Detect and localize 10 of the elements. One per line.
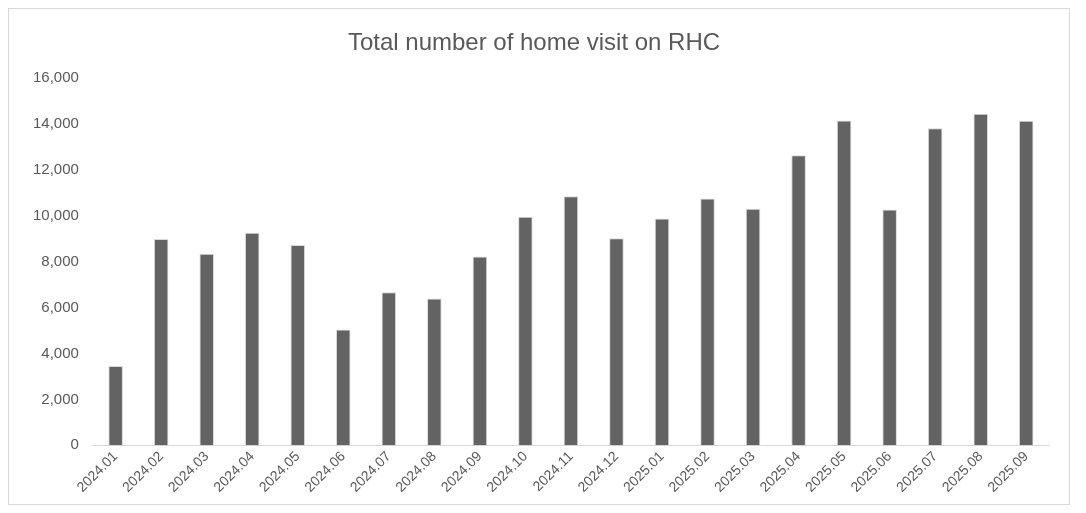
y-tick-label: 2,000	[41, 389, 79, 407]
y-tick-label: 10,000	[32, 205, 79, 223]
y-tick-label: 0	[70, 435, 79, 453]
y-tick-label: 16,000	[32, 67, 79, 85]
y-tick-label: 4,000	[41, 343, 79, 361]
y-tick-label: 14,000	[32, 113, 79, 131]
y-tick-label: 6,000	[41, 297, 79, 315]
chart-title: Total number of home visit on RHC	[347, 28, 721, 56]
y-tick-label: 12,000	[32, 159, 79, 177]
y-tick-label: 8,000	[41, 251, 79, 269]
